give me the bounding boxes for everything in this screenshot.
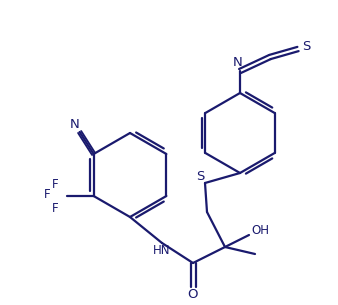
Text: N: N (70, 119, 79, 131)
Text: HN: HN (153, 243, 171, 257)
Text: S: S (196, 170, 204, 182)
Text: N: N (233, 56, 243, 70)
Text: S: S (302, 40, 310, 52)
Text: O: O (188, 288, 198, 300)
Text: F: F (52, 202, 59, 214)
Text: OH: OH (251, 224, 269, 238)
Text: F: F (44, 188, 51, 202)
Text: F: F (52, 178, 59, 191)
